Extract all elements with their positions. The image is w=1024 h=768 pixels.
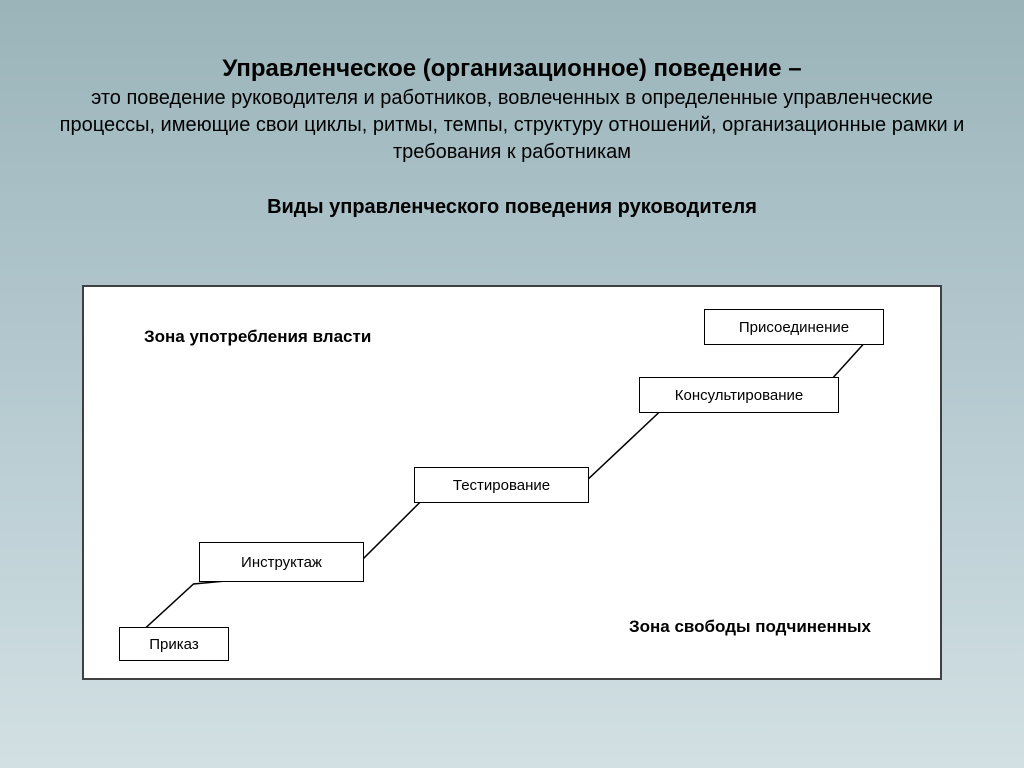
diagram-node: Инструктаж	[199, 542, 364, 582]
diagram-node: Присоединение	[704, 309, 884, 345]
diagram-node-label: Консультирование	[675, 387, 804, 404]
diagram-node-label: Тестирование	[453, 477, 550, 494]
diagram-node-label: Приказ	[149, 636, 198, 653]
diagram-node-label: Присоединение	[739, 319, 849, 336]
diagram-node: Консультирование	[639, 377, 839, 413]
zone-power-label: Зона употребления власти	[144, 327, 371, 347]
title-bold: Управленческое (организационное) поведен…	[222, 55, 801, 82]
diagram-node: Приказ	[119, 627, 229, 661]
zone-freedom-label: Зона свободы подчиненных	[629, 617, 871, 637]
definition-body: это поведение руководителя и работников,…	[50, 85, 974, 166]
title-line: Управленческое (организационное) поведен…	[50, 55, 974, 83]
diagram-node: Тестирование	[414, 467, 589, 503]
subtitle: Виды управленческого поведения руководит…	[0, 196, 1024, 219]
diagram-panel: Зона употребления власти Зона свободы по…	[82, 285, 942, 680]
diagram-node-label: Инструктаж	[241, 554, 322, 571]
header-block: Управленческое (организационное) поведен…	[0, 0, 1024, 166]
